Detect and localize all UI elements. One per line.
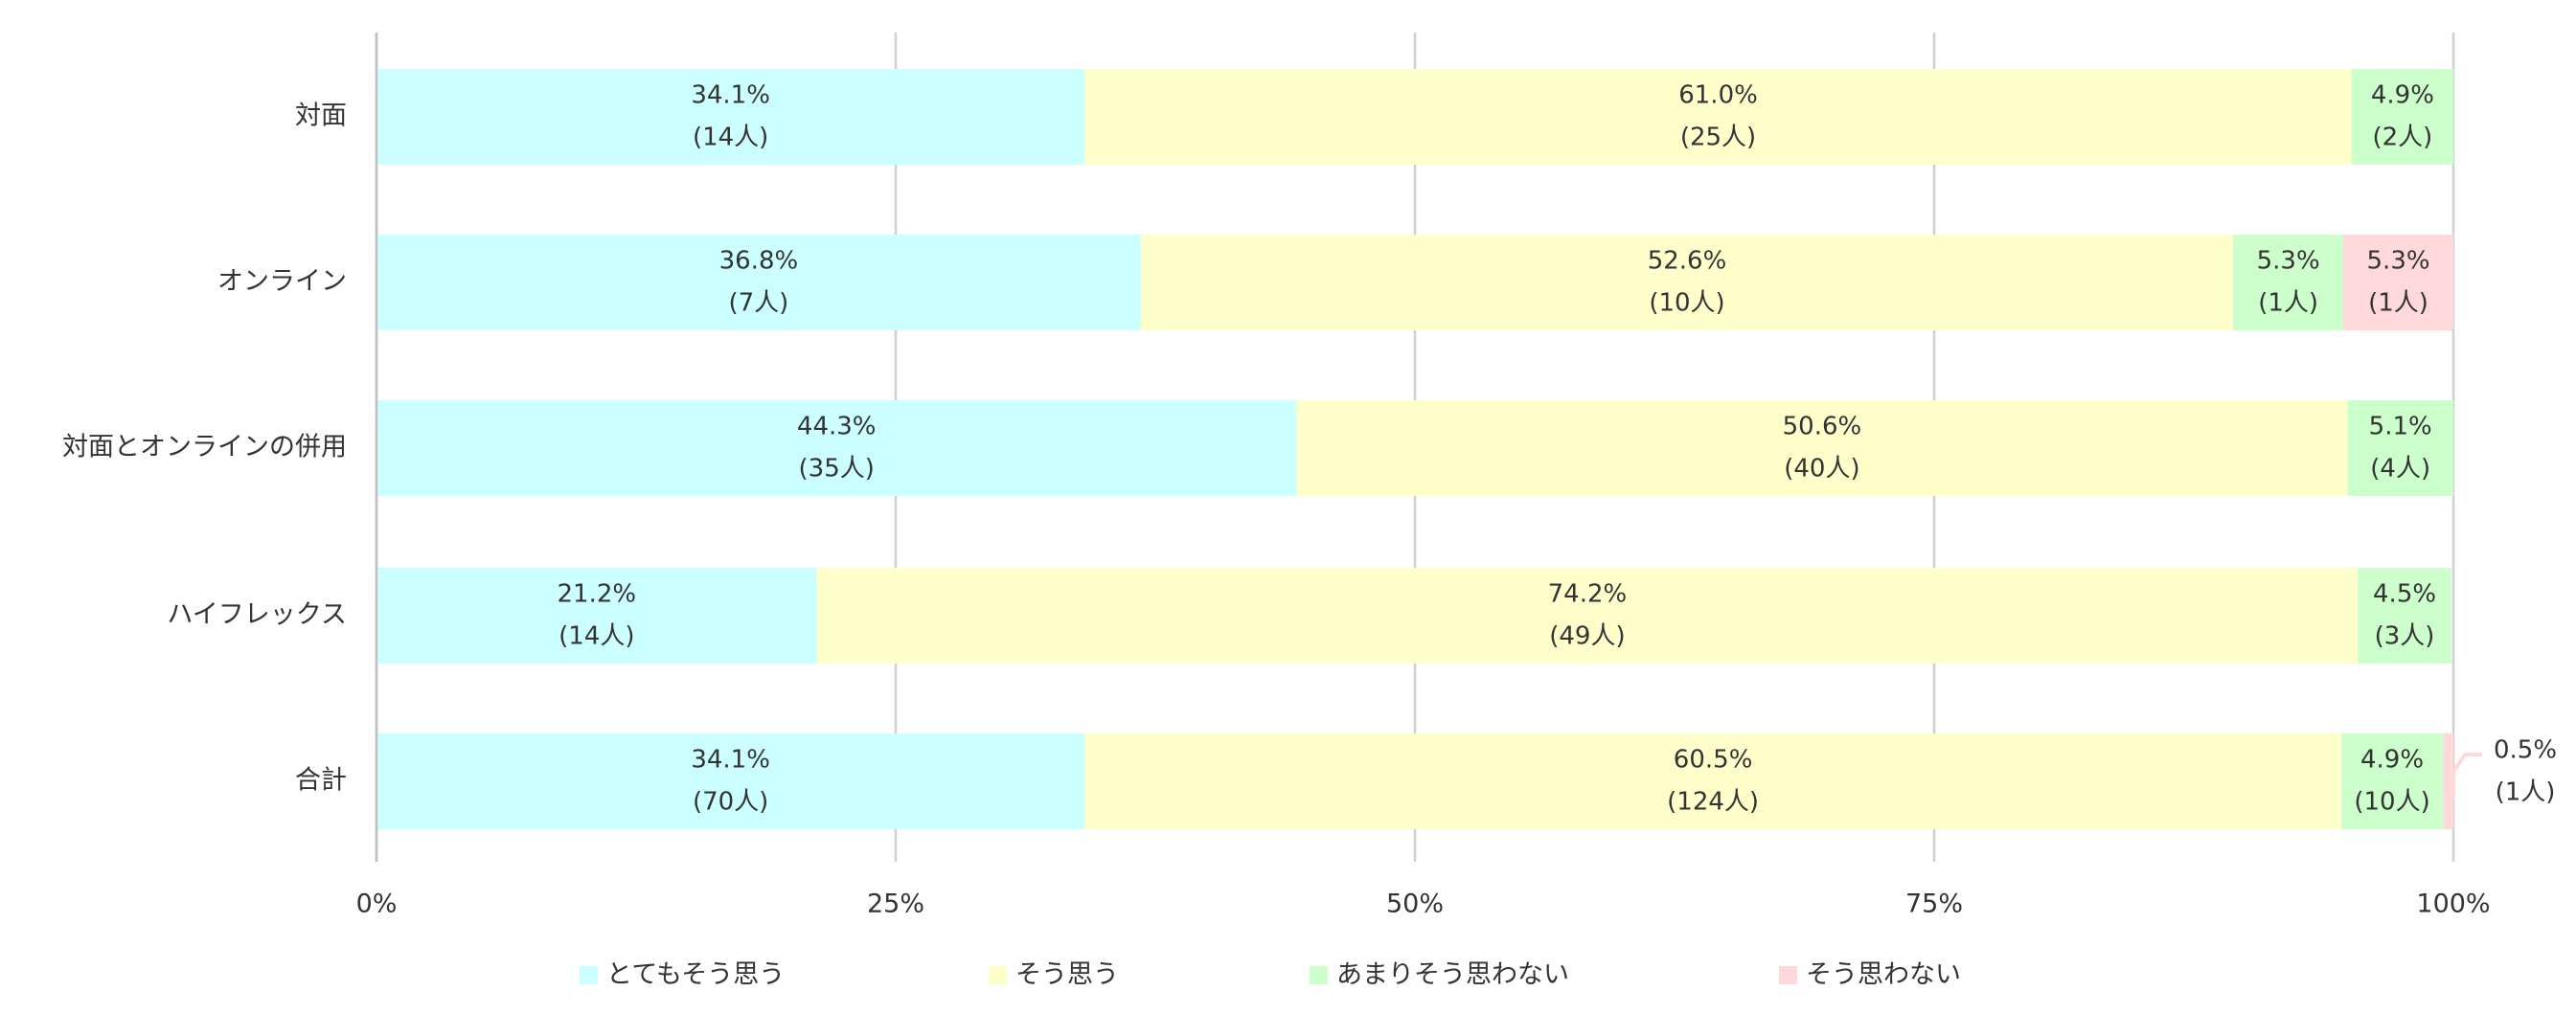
x-tick-label: 0% [356, 890, 398, 919]
legend-swatch [580, 966, 598, 984]
legend-label: そう思う [1015, 960, 1119, 990]
bar-segment [2347, 400, 2453, 496]
count-label: (7人) [728, 289, 788, 318]
value-label: 44.3% [797, 413, 877, 441]
y-tick-label: オンライン [217, 267, 347, 297]
value-label: 60.5% [1674, 746, 1753, 775]
value-label: 21.2% [558, 580, 637, 609]
x-tick-label: 50% [1386, 890, 1444, 919]
count-label: (10人) [2354, 788, 2429, 817]
bar-segment [376, 400, 1297, 496]
count-label: (124人) [1667, 788, 1759, 817]
x-tick-label: 100% [2416, 890, 2490, 919]
legend-label: とてもそう思う [606, 960, 785, 990]
legend-label: そう思わない [1806, 960, 1961, 990]
bar-segment [376, 69, 1085, 165]
count-label: (40人) [1784, 455, 1859, 484]
x-tick-label: 75% [1905, 890, 1963, 919]
bar-segment [2343, 235, 2453, 330]
value-label: 5.1% [2369, 413, 2432, 441]
bar-segment [1084, 69, 2352, 165]
count-label: (1人) [2258, 289, 2318, 318]
count-label: (10人) [1649, 289, 1724, 318]
legend-swatch [989, 966, 1007, 984]
bar-segment [376, 568, 817, 664]
legend-label: あまりそう思わない [1336, 960, 1569, 990]
value-label: 50.6% [1783, 413, 1862, 441]
value-label: 34.1% [691, 746, 770, 775]
count-label: (14人) [693, 124, 768, 152]
count-label: (4人) [2370, 455, 2430, 484]
legend-swatch [1779, 966, 1797, 984]
bar-segment [816, 568, 2359, 664]
value-label: 34.1% [691, 81, 770, 110]
count-label: (2人) [2372, 124, 2432, 152]
count-label: (14人) [559, 622, 634, 651]
x-tick-label: 25% [867, 890, 924, 919]
count-label: (1人) [2496, 778, 2556, 807]
count-label: (35人) [799, 455, 875, 484]
bar-segment [2340, 733, 2444, 829]
bar-segment [1296, 400, 2348, 496]
bar-segment [2443, 733, 2453, 829]
bar-segment [376, 235, 1141, 330]
count-label: (25人) [1680, 124, 1756, 152]
bar-segment [376, 733, 1085, 829]
value-label: 5.3% [2257, 247, 2320, 276]
y-tick-label: ハイフレックス [167, 600, 347, 630]
value-label: 52.6% [1648, 247, 1727, 276]
count-label: (3人) [2375, 622, 2435, 651]
bar-segment [1140, 235, 2234, 330]
bar-segment [2351, 69, 2453, 165]
value-label: 4.9% [2371, 81, 2434, 110]
bar-segment [2233, 235, 2344, 330]
value-label: 0.5% [2494, 736, 2557, 765]
value-label: 4.5% [2373, 580, 2436, 609]
count-label: (70人) [693, 788, 768, 817]
bar-segment [1084, 733, 2341, 829]
count-label: (49人) [1549, 622, 1625, 651]
y-tick-label: 対面 [295, 101, 347, 131]
legend-swatch [1310, 966, 1328, 984]
value-label: 74.2% [1548, 580, 1628, 609]
y-tick-label: 対面とオンラインの併用 [62, 433, 347, 462]
count-label: (1人) [2368, 289, 2428, 318]
value-label: 36.8% [719, 247, 799, 276]
value-label: 5.3% [2367, 247, 2430, 276]
value-label: 61.0% [1678, 81, 1758, 110]
leader-line [2451, 753, 2482, 800]
y-tick-label: 合計 [295, 766, 347, 796]
value-label: 4.9% [2360, 746, 2424, 775]
bar-segment [2358, 568, 2451, 664]
